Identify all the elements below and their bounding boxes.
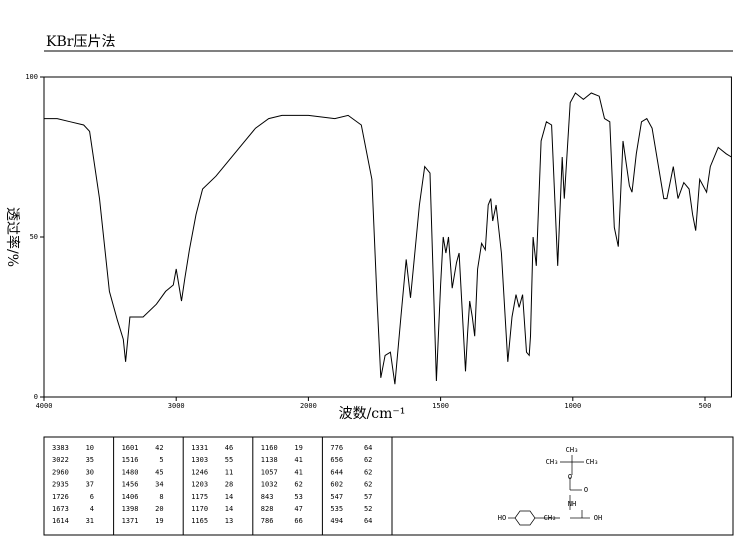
peak-transmittance: 62 bbox=[294, 481, 302, 489]
peak-wavenumber: 3383 bbox=[52, 444, 69, 452]
peak-wavenumber: 602 bbox=[330, 481, 343, 489]
chart-title: KBr压片法 bbox=[46, 34, 115, 50]
atom-label: O bbox=[568, 473, 572, 481]
peak-transmittance: 41 bbox=[294, 468, 302, 476]
peak-wavenumber: 1175 bbox=[191, 493, 208, 501]
peak-wavenumber: 1398 bbox=[122, 505, 139, 513]
x-tick-label: 1000 bbox=[564, 402, 581, 410]
peak-transmittance: 4 bbox=[90, 505, 94, 513]
peak-wavenumber: 1480 bbox=[122, 468, 139, 476]
peak-wavenumber: 1726 bbox=[52, 493, 69, 501]
atom-label: OH bbox=[594, 514, 602, 522]
peak-wavenumber: 535 bbox=[330, 505, 343, 513]
peak-wavenumber: 1138 bbox=[261, 456, 278, 464]
peak-wavenumber: 494 bbox=[330, 517, 343, 525]
x-tick-label: 3000 bbox=[168, 402, 185, 410]
peak-wavenumber: 1057 bbox=[261, 468, 278, 476]
table-frame bbox=[43, 436, 734, 536]
peak-wavenumber: 2960 bbox=[52, 468, 69, 476]
peak-transmittance: 14 bbox=[225, 505, 233, 513]
peak-transmittance: 6 bbox=[90, 493, 94, 501]
atom-label: O bbox=[584, 486, 588, 494]
atom-label: CH₃ bbox=[586, 458, 599, 466]
peak-transmittance: 30 bbox=[86, 468, 94, 476]
x-tick-label: 1500 bbox=[432, 402, 449, 410]
peak-wavenumber: 828 bbox=[261, 505, 274, 513]
peak-transmittance: 8 bbox=[159, 493, 163, 501]
spectrum-line bbox=[44, 92, 732, 385]
y-axis-label: 透过率/% bbox=[4, 207, 21, 267]
structure bbox=[508, 455, 590, 526]
x-axis-label: 波数/cm⁻¹ bbox=[339, 406, 406, 422]
peak-wavenumber: 1614 bbox=[52, 517, 69, 525]
peak-transmittance: 20 bbox=[155, 505, 163, 513]
y-tick-label: 0 bbox=[34, 393, 38, 401]
peak-transmittance: 37 bbox=[86, 481, 94, 489]
peak-transmittance: 34 bbox=[155, 481, 163, 489]
y-tick-label: 50 bbox=[30, 233, 38, 241]
peak-transmittance: 42 bbox=[155, 444, 163, 452]
peak-transmittance: 31 bbox=[86, 517, 94, 525]
peak-wavenumber: 1160 bbox=[261, 444, 278, 452]
peak-wavenumber: 1673 bbox=[52, 505, 69, 513]
peak-transmittance: 41 bbox=[294, 456, 302, 464]
atom-label: HO bbox=[498, 514, 506, 522]
peak-transmittance: 62 bbox=[364, 456, 372, 464]
peak-transmittance: 47 bbox=[294, 505, 302, 513]
peak-wavenumber: 1246 bbox=[191, 468, 208, 476]
x-tick-label: 500 bbox=[699, 402, 712, 410]
peak-wavenumber: 1165 bbox=[191, 517, 208, 525]
peak-transmittance: 66 bbox=[294, 517, 302, 525]
peak-transmittance: 5 bbox=[159, 456, 163, 464]
atom-label: CH₃ bbox=[546, 458, 559, 466]
atom-label: CH₃ bbox=[566, 446, 579, 454]
peak-wavenumber: 656 bbox=[330, 456, 343, 464]
peak-wavenumber: 843 bbox=[261, 493, 274, 501]
peak-transmittance: 45 bbox=[155, 468, 163, 476]
peak-transmittance: 53 bbox=[294, 493, 302, 501]
atom-label: CH₂ bbox=[544, 514, 557, 522]
plot-frame bbox=[43, 76, 732, 398]
peak-transmittance: 11 bbox=[225, 468, 233, 476]
peak-wavenumber: 644 bbox=[330, 468, 343, 476]
x-tick-label: 4000 bbox=[36, 402, 53, 410]
peak-wavenumber: 547 bbox=[330, 493, 343, 501]
peak-wavenumber: 1371 bbox=[122, 517, 139, 525]
peak-wavenumber: 1170 bbox=[191, 505, 208, 513]
peak-transmittance: 57 bbox=[364, 493, 372, 501]
peak-transmittance: 64 bbox=[364, 517, 372, 525]
peak-wavenumber: 3022 bbox=[52, 456, 69, 464]
peak-transmittance: 55 bbox=[225, 456, 233, 464]
peak-transmittance: 10 bbox=[86, 444, 94, 452]
peak-wavenumber: 1331 bbox=[191, 444, 208, 452]
peak-transmittance: 52 bbox=[364, 505, 372, 513]
peak-transmittance: 62 bbox=[364, 468, 372, 476]
peak-transmittance: 62 bbox=[364, 481, 372, 489]
peak-wavenumber: 1601 bbox=[122, 444, 139, 452]
y-tick-label: 100 bbox=[25, 73, 38, 81]
peak-transmittance: 14 bbox=[225, 493, 233, 501]
peak-transmittance: 46 bbox=[225, 444, 233, 452]
peak-wavenumber: 786 bbox=[261, 517, 274, 525]
peak-transmittance: 35 bbox=[86, 456, 94, 464]
peak-wavenumber: 776 bbox=[330, 444, 343, 452]
peak-transmittance: 19 bbox=[155, 517, 163, 525]
x-tick-label: 2000 bbox=[300, 402, 317, 410]
peak-wavenumber: 1032 bbox=[261, 481, 278, 489]
peak-wavenumber: 1406 bbox=[122, 493, 139, 501]
peak-wavenumber: 1456 bbox=[122, 481, 139, 489]
peak-wavenumber: 1203 bbox=[191, 481, 208, 489]
peak-transmittance: 28 bbox=[225, 481, 233, 489]
peak-wavenumber: 2935 bbox=[52, 481, 69, 489]
peak-transmittance: 19 bbox=[294, 444, 302, 452]
peak-wavenumber: 1516 bbox=[122, 456, 139, 464]
peak-transmittance: 64 bbox=[364, 444, 372, 452]
atom-label: NH bbox=[568, 500, 576, 508]
peak-wavenumber: 1303 bbox=[191, 456, 208, 464]
peak-transmittance: 13 bbox=[225, 517, 233, 525]
